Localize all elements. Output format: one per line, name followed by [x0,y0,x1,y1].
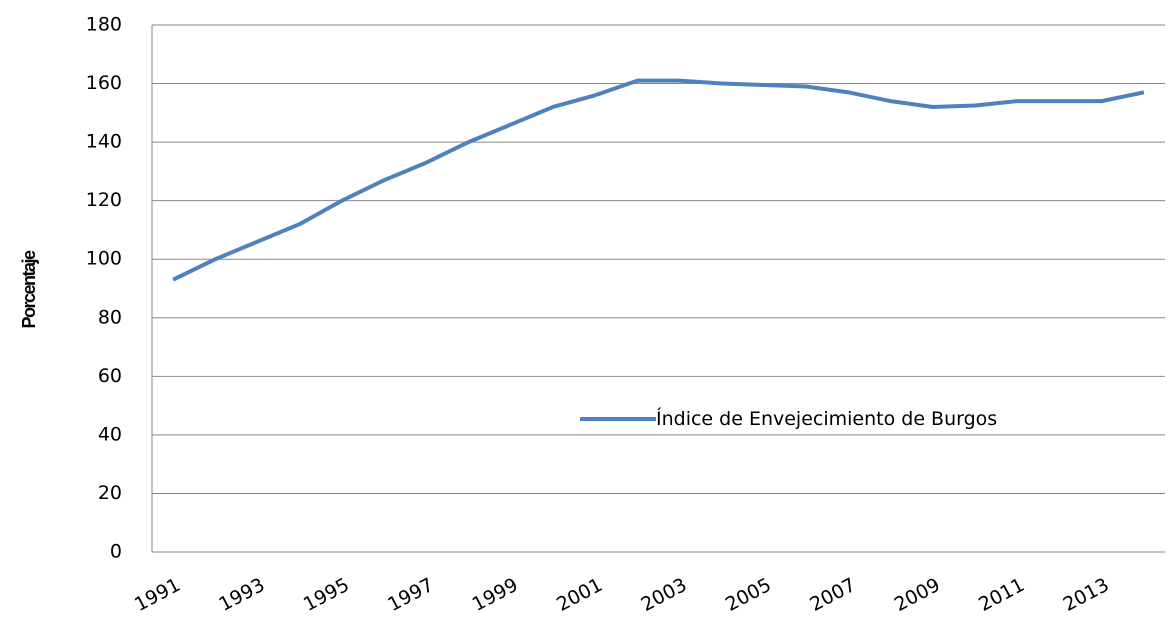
y-tick-label: 120 [86,189,122,211]
y-tick-label: 160 [86,72,122,94]
x-tick-label: 2009 [891,574,944,616]
legend: Índice de Envejecimiento de Burgos [580,404,1020,434]
x-tick-label: 1999 [469,574,522,616]
x-tick-label: 2003 [638,574,691,616]
y-tick-label: 100 [86,248,122,270]
y-tick-label: 40 [98,423,122,445]
x-tick-label: 2011 [975,574,1028,616]
x-tick-label: 1997 [384,574,437,616]
x-tick-label: 2007 [806,574,859,616]
x-tick-label: 1991 [131,574,184,616]
x-tick-label: 2013 [1060,574,1113,616]
x-tick-label: 1995 [300,574,353,616]
y-axis-label: Porcentaje [19,250,39,329]
x-tick-label: 2005 [722,574,775,616]
y-tick-label: 140 [86,131,122,153]
y-tick-label: 60 [98,365,122,387]
y-tick-label: 80 [98,306,122,328]
x-tick-label: 1993 [215,574,268,616]
legend-label: Índice de Envejecimiento de Burgos [656,408,998,430]
y-tick-label: 0 [110,541,122,563]
y-tick-label: 20 [98,482,122,504]
line [172,78,1145,282]
y-tick-label: 180 [86,14,122,36]
legend-swatch [580,417,656,421]
x-tick-label: 2001 [553,574,606,616]
